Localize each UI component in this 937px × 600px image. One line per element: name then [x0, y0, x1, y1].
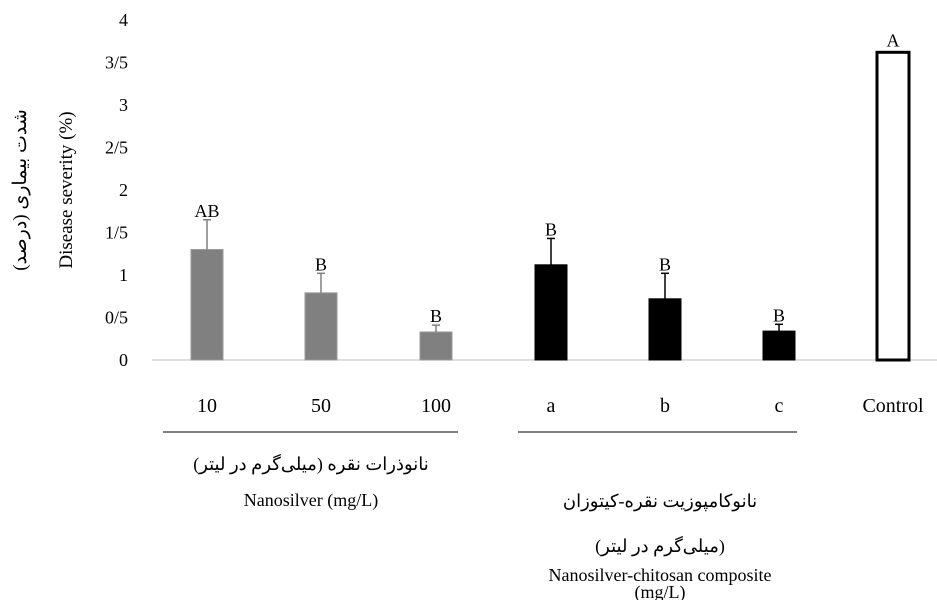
y-tick-label: 3/5 — [105, 53, 128, 73]
y-axis-label-fa: شدت بیماری (درصد) — [10, 109, 31, 271]
x-tick-label: b — [660, 395, 670, 417]
y-axis-label-en: Disease severity (%) — [56, 111, 77, 268]
y-tick-label: 2/5 — [105, 138, 128, 158]
significance-letter: B — [773, 305, 785, 325]
significance-letter: A — [887, 30, 900, 50]
bars-layer: AB B B B B B A — [190, 30, 911, 362]
bar — [534, 264, 568, 361]
group-label-composite-fa-2: (میلی‌گرم در لیتر) — [595, 535, 725, 557]
y-tick-label: 1 — [119, 265, 128, 285]
x-tick-label: Control — [862, 395, 924, 417]
group-label-nanosilver-en: Nanosilver (mg/L) — [244, 490, 378, 511]
y-tick-label: 4 — [119, 10, 128, 30]
y-tick-label: 0 — [119, 350, 128, 370]
y-tick-label: 1/5 — [105, 223, 128, 243]
significance-letter: B — [659, 254, 671, 274]
x-tick-label: 50 — [311, 395, 331, 417]
x-axis-ticks: 10 50 100 a b c Control — [197, 395, 924, 417]
group-label-composite-fa-1: نانوکامپوزیت نقره-کیتوزان — [563, 491, 757, 512]
significance-letter: B — [315, 254, 327, 274]
bar — [875, 50, 911, 362]
group-label-composite-en-2: (mg/L) — [635, 582, 686, 600]
y-tick-label: 0/5 — [105, 308, 128, 328]
x-tick-label: a — [547, 395, 556, 417]
group-label-composite-en-1: Nanosilver-chitosan composite — [548, 565, 771, 585]
y-axis-ticks: 0 0/5 1 1/5 2 2/5 3 3/5 4 — [105, 10, 128, 370]
bar — [304, 292, 338, 361]
significance-letter: B — [430, 306, 442, 326]
significance-letter: AB — [194, 201, 219, 221]
significance-letter: B — [545, 219, 557, 239]
bar — [419, 331, 453, 361]
bar — [762, 330, 796, 361]
x-tick-label: c — [775, 395, 784, 417]
group-label-nanosilver-fa: نانوذرات نقره (میلی‌گرم در لیتر) — [193, 453, 429, 475]
y-tick-label: 2 — [119, 180, 128, 200]
x-tick-label: 100 — [421, 395, 451, 417]
bar — [648, 298, 682, 361]
x-tick-label: 10 — [197, 395, 217, 417]
y-tick-label: 3 — [119, 95, 128, 115]
bar — [190, 249, 224, 361]
